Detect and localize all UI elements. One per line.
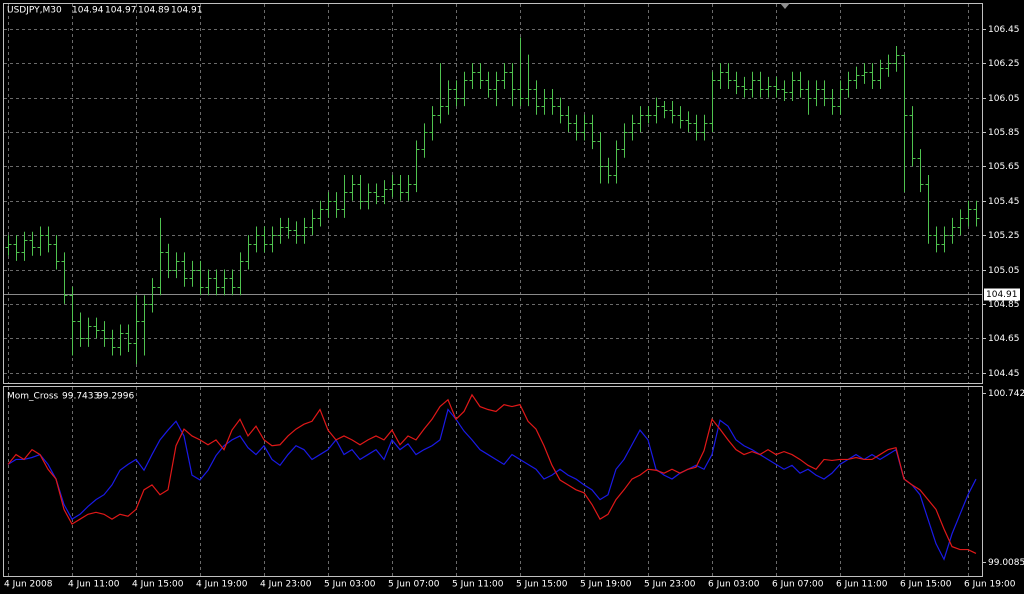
y-tick-label: 100.7427: [988, 389, 1024, 399]
indicator-title: Mom_Cross: [7, 392, 59, 402]
x-tick-label: 5 Jun 07:00: [388, 580, 440, 590]
indicator-panel: [3, 386, 983, 577]
price-panel: [3, 3, 983, 384]
shift-marker: [780, 3, 790, 9]
y-tick-label: 105.05: [988, 266, 1020, 276]
y-tick-label: 105.85: [988, 128, 1020, 138]
indicator-line: [7, 393, 977, 555]
y-tick-label: 106.25: [988, 59, 1020, 69]
x-tick-label: 6 Jun 11:00: [836, 580, 888, 590]
current-price-label: 104.91: [986, 290, 1018, 300]
y-tick-label: 106.05: [988, 94, 1020, 104]
y-tick-label: 104.85: [988, 300, 1020, 310]
header-value: 99.2996: [97, 392, 134, 402]
x-tick-label: 5 Jun 11:00: [452, 580, 504, 590]
header-value: 99.7433: [62, 392, 99, 402]
indicator-line: [7, 408, 977, 561]
header-value: 104.91: [171, 6, 203, 16]
labels-layer: USDJPY,M30 Mom_Cross 104.94 104.97 104.89 1…: [4, 6, 1024, 590]
symbol-title: USDJPY,M30: [7, 6, 62, 16]
x-tick-label: 6 Jun 15:00: [900, 580, 952, 590]
x-tick-label: 5 Jun 19:00: [580, 580, 632, 590]
x-tick-label: 4 Jun 2008: [4, 580, 53, 590]
y-tick-label: 104.45: [988, 369, 1020, 379]
y-tick-label: 106.45: [988, 25, 1020, 35]
x-tick-label: 4 Jun 15:00: [132, 580, 184, 590]
x-tick-label: 4 Jun 11:00: [68, 580, 120, 590]
marks-layer: [4, 37, 982, 561]
header-value: 104.97: [105, 6, 137, 16]
x-tick-label: 4 Jun 19:00: [196, 580, 248, 590]
header-value: 104.94: [72, 6, 104, 16]
x-tick-label: 6 Jun 03:00: [708, 580, 760, 590]
x-tick-label: 5 Jun 03:00: [324, 580, 376, 590]
x-tick-label: 4 Jun 23:00: [260, 580, 312, 590]
current-price-box: [984, 288, 1020, 301]
x-tick-label: 5 Jun 15:00: [516, 580, 568, 590]
y-tick-label: 99.0085: [988, 558, 1024, 568]
x-tick-label: 6 Jun 19:00: [964, 580, 1016, 590]
y-tick-label: 105.45: [988, 197, 1020, 207]
grid-layer: [4, 4, 986, 576]
y-tick-label: 105.65: [988, 162, 1020, 172]
y-tick-label: 104.65: [988, 334, 1020, 344]
x-tick-label: 6 Jun 07:00: [772, 580, 824, 590]
header-value: 104.89: [138, 6, 170, 16]
x-tick-label: 5 Jun 23:00: [644, 580, 696, 590]
y-tick-label: 105.25: [988, 231, 1020, 241]
